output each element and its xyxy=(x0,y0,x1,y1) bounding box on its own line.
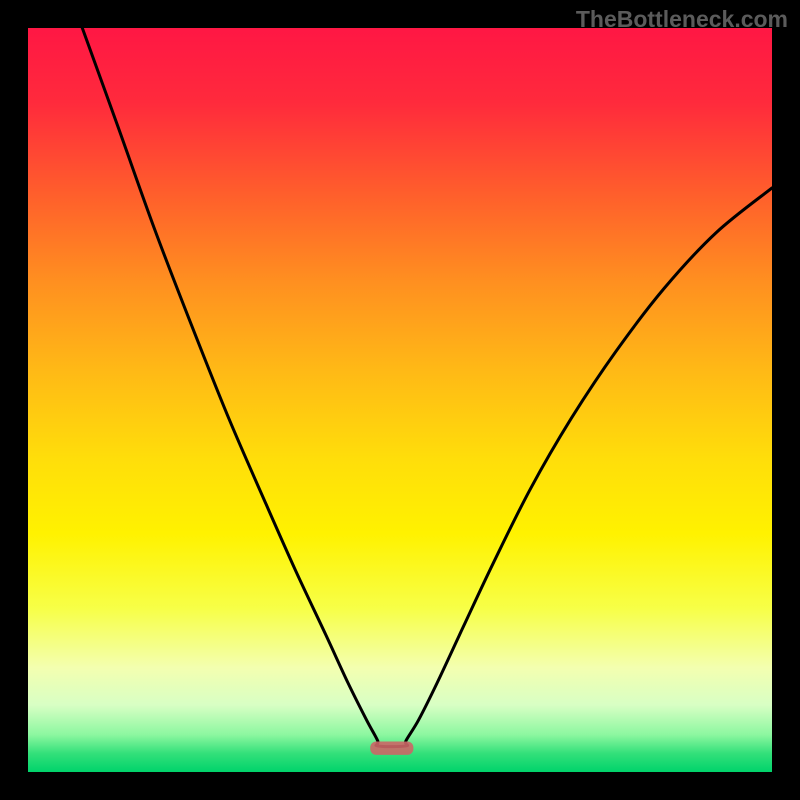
optimal-range-marker xyxy=(370,741,413,754)
watermark-text: TheBottleneck.com xyxy=(576,6,788,33)
plot-background-gradient xyxy=(28,28,772,772)
bottleneck-chart xyxy=(0,0,800,800)
